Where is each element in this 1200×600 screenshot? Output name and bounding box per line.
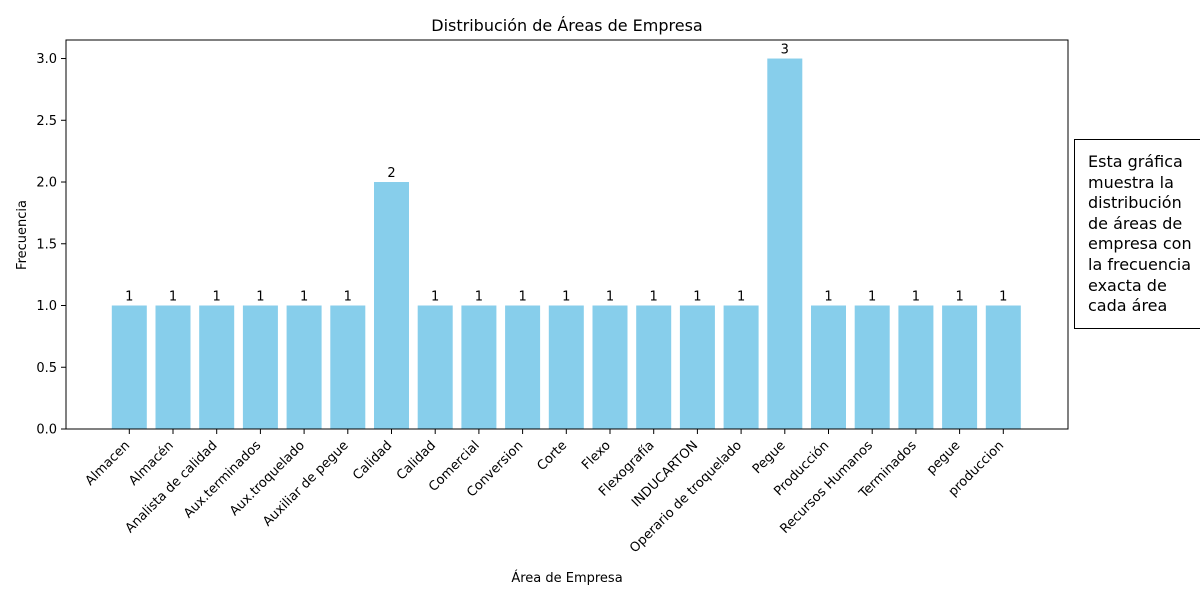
chart-title: Distribución de Áreas de Empresa [431, 16, 702, 35]
bar [330, 305, 366, 429]
bar [242, 305, 278, 429]
bar-value-label: 1 [606, 290, 614, 305]
y-tick-label: 2.0 [36, 176, 57, 191]
bar [286, 305, 322, 429]
y-tick-label: 1.0 [36, 299, 57, 314]
plot-frame [65, 39, 1069, 430]
bar [636, 305, 672, 429]
bar [199, 305, 235, 429]
bar-value-label: 1 [562, 290, 570, 305]
bar-value-label: 1 [431, 290, 439, 305]
annotation-line: cada área [1088, 296, 1168, 316]
bar [898, 305, 934, 429]
bar-value-label: 1 [256, 290, 264, 305]
bar-value-label: 1 [650, 290, 658, 305]
annotation-line: Esta gráfica [1088, 152, 1183, 171]
bar-value-label: 1 [213, 290, 221, 305]
bar-value-label: 1 [125, 290, 133, 305]
y-tick-label: 3.0 [36, 52, 57, 67]
y-tick-label: 0.0 [36, 423, 57, 438]
bar [767, 58, 803, 430]
x-tick-label: Calidad [350, 438, 395, 483]
bar [417, 305, 453, 429]
y-axis: 0.0 0.5 1.0 1.5 2.0 2.5 3.0 [36, 52, 66, 438]
bar [811, 305, 846, 429]
x-tick-label: Corte [534, 438, 570, 474]
bar-value-label: 1 [169, 290, 177, 305]
y-tick-label: 0.5 [36, 361, 57, 376]
x-tick-label: Aux.terminados [181, 438, 264, 521]
bar [942, 305, 978, 429]
bar [985, 305, 1021, 429]
y-tick-label: 1.5 [36, 237, 57, 252]
annotation-box: Esta gráfica muestra la distribución de … [1074, 139, 1200, 329]
bar [854, 305, 890, 429]
y-axis-label: Frecuencia [15, 200, 30, 270]
bar-value-label: 1 [737, 290, 745, 305]
x-tick-label: Aux.troquelado [227, 438, 308, 519]
bar [548, 305, 584, 429]
x-tick-label: pegue [924, 438, 963, 477]
bar-value-label: 2 [387, 166, 395, 181]
annotation-line: de áreas de [1088, 213, 1183, 233]
bar [723, 305, 759, 429]
bar [505, 305, 541, 429]
annotation-line: la frecuencia [1088, 254, 1192, 274]
bar-value-label: 1 [912, 290, 920, 305]
bar-value-label: 1 [518, 290, 526, 305]
bar-value-label: 1 [475, 290, 483, 305]
bar-value-label: 1 [300, 290, 308, 305]
bars-group [111, 58, 1021, 430]
bar-value-label: 1 [344, 290, 352, 305]
x-tick-label: Flexo [579, 438, 614, 473]
annotation-line: distribución [1088, 193, 1182, 213]
y-tick-label: 2.5 [36, 114, 57, 129]
x-tick-label: Pegue [750, 438, 789, 477]
bar [679, 305, 715, 429]
annotation-line: exacta de [1088, 275, 1167, 295]
x-tick-label: Auxiliar de pegue [260, 438, 351, 529]
bar-value-label: 3 [781, 43, 789, 58]
annotation-line: empresa con [1088, 234, 1192, 254]
bar [155, 305, 191, 429]
bar [461, 305, 497, 429]
x-axis-label: Área de Empresa [511, 570, 622, 586]
bar [111, 305, 147, 429]
value-labels-group: 1 1 1 1 1 1 2 1 1 1 1 1 1 1 1 3 1 1 1 1 1 [125, 43, 1007, 305]
bar [592, 305, 628, 429]
bar-value-label: 1 [824, 290, 832, 305]
annotation-line: muestra la [1088, 172, 1174, 192]
bar-value-label: 1 [999, 290, 1007, 305]
bar-value-label: 1 [693, 290, 701, 305]
x-tick-label: Almacen [83, 438, 134, 489]
x-tick-label: Calidad [394, 438, 439, 483]
bar [374, 182, 409, 429]
bar-value-label: 1 [868, 290, 876, 305]
bar-value-label: 1 [955, 290, 963, 305]
